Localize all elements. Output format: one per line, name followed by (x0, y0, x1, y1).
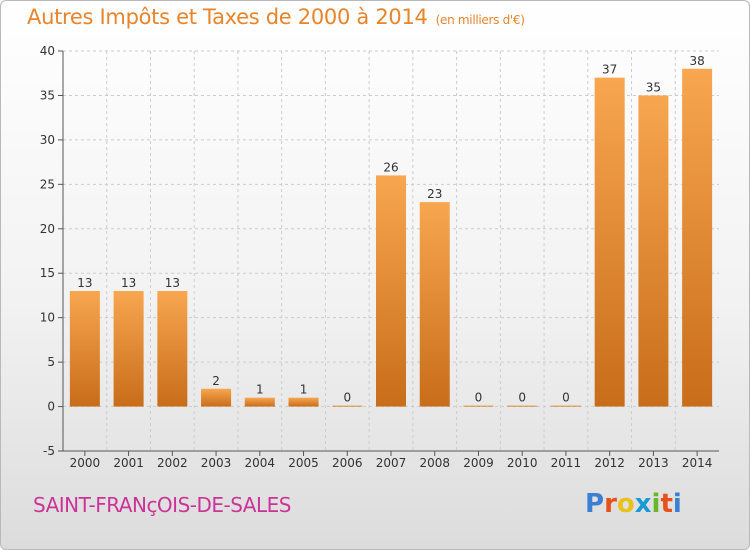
data-label: 26 (383, 160, 398, 174)
bar-2006 (332, 405, 363, 407)
bar-2000 (69, 291, 100, 407)
y-tick-label: 10 (40, 311, 55, 325)
logo-letter: r (604, 489, 617, 519)
data-label: 2 (212, 374, 220, 388)
bar-2014 (682, 68, 713, 407)
x-tick-label: 2001 (113, 456, 144, 470)
chart-title: Autres Impôts et Taxes de 2000 à 2014 (en… (27, 5, 525, 29)
x-tick-label: 2008 (419, 456, 450, 470)
y-tick-label: 30 (40, 133, 55, 147)
bar-2002 (157, 291, 188, 407)
data-labels: 13 13 13 2 1 1 0 26 23 0 0 0 37 35 38 (77, 54, 705, 405)
logo-letter: o (616, 489, 635, 519)
logo-letter: P (585, 489, 605, 519)
bar-2004 (244, 397, 275, 407)
proxiti-logo: Proxiti (585, 489, 682, 519)
bar-2011 (550, 405, 581, 407)
x-tick-label: 2005 (288, 456, 319, 470)
data-label: 13 (77, 276, 92, 290)
x-tick-label: 2011 (551, 456, 582, 470)
place-name: SAINT-FRANçOIS-DE-SALES (33, 493, 291, 517)
x-tick-label: 2007 (376, 456, 407, 470)
bar-2010 (507, 405, 538, 407)
x-tick-label: 2003 (201, 456, 232, 470)
data-label: 0 (562, 391, 570, 405)
x-tick-label: 2010 (507, 456, 538, 470)
y-tick-label: 0 (47, 400, 55, 414)
x-tick-label: 2012 (594, 456, 625, 470)
y-tick-label: 5 (47, 355, 55, 369)
logo-letter: i (672, 489, 682, 519)
y-tick-label: 20 (40, 222, 55, 236)
logo-letter: t (660, 489, 673, 519)
bar-2003 (201, 388, 232, 407)
data-label: 0 (518, 391, 526, 405)
data-label: 0 (475, 391, 483, 405)
data-label: 0 (343, 391, 351, 405)
y-tick-label: 15 (40, 266, 55, 280)
data-label: 37 (602, 63, 617, 77)
x-tick-label: 2013 (638, 456, 669, 470)
logo-letter: i (651, 489, 661, 519)
y-tick-label: 25 (40, 177, 55, 191)
x-tick-label: 2009 (463, 456, 494, 470)
bar-2009 (463, 405, 494, 407)
data-label: 1 (300, 383, 308, 397)
bar-2013 (638, 95, 669, 407)
data-label: 35 (646, 80, 661, 94)
y-tick-label: 40 (40, 44, 55, 58)
bar-2001 (113, 291, 144, 407)
x-tick-label: 2014 (682, 456, 713, 470)
y-tick-label: -5 (43, 444, 55, 458)
bar-2007 (376, 175, 406, 407)
y-tick-label: 35 (40, 88, 55, 102)
bar-2005 (288, 397, 319, 407)
data-label: 13 (165, 276, 180, 290)
x-tick-label: 2002 (157, 456, 188, 470)
logo-letter: x (634, 489, 652, 519)
x-tick-label: 2000 (70, 456, 101, 470)
data-label: 1 (256, 383, 264, 397)
chart-title-text: Autres Impôts et Taxes de 2000 à 2014 (27, 5, 428, 29)
x-tick-label: 2004 (245, 456, 276, 470)
data-label: 13 (121, 276, 136, 290)
bar-2012 (594, 77, 625, 407)
chart-unit: (en milliers d'€) (435, 13, 525, 27)
bars (69, 68, 713, 407)
x-tick-label: 2006 (332, 456, 363, 470)
data-label: 23 (427, 187, 442, 201)
bar-2008 (419, 202, 450, 407)
data-label: 38 (689, 54, 704, 68)
